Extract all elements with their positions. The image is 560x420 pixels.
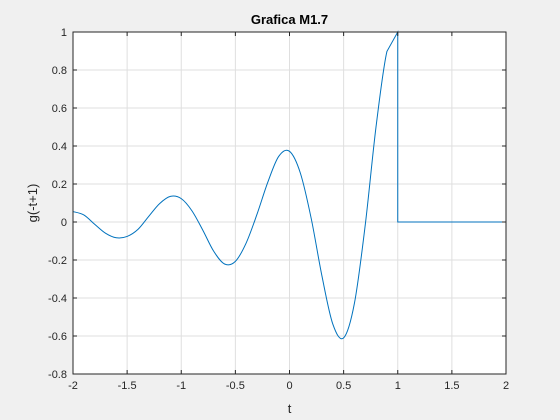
chart-title: Grafica M1.7 bbox=[251, 12, 328, 27]
x-tick-label: -1 bbox=[176, 380, 186, 392]
y-tick-label: 1 bbox=[61, 27, 67, 39]
x-tick-label: 0.5 bbox=[336, 380, 351, 392]
x-axis-label: t bbox=[288, 401, 292, 416]
y-axis-label: g(-t+1) bbox=[25, 184, 40, 223]
series-layer bbox=[72, 30, 506, 340]
ticks: -2 -1.5 -1 -0.5 0 0.5 1 1.5 2 -0.8 -0.6 -0.4 -0.2 0 0.… bbox=[48, 27, 509, 392]
y-tick-label: 0.4 bbox=[52, 141, 67, 153]
y-tick-label: 0 bbox=[61, 217, 67, 229]
y-tick-label: -0.8 bbox=[48, 369, 67, 381]
x-tick-label: 1 bbox=[395, 380, 401, 392]
x-tick-label: 0 bbox=[286, 380, 292, 392]
y-tick-label: -0.2 bbox=[48, 255, 67, 267]
series-line bbox=[72, 30, 506, 340]
y-tick-label: 0.8 bbox=[52, 65, 67, 77]
x-tick-label: 2 bbox=[503, 380, 509, 392]
y-tick-label: -0.4 bbox=[48, 293, 67, 305]
y-tick-label: 0.6 bbox=[52, 103, 67, 115]
y-tick-label: -0.6 bbox=[48, 331, 67, 343]
x-tick-label: -1.5 bbox=[118, 380, 137, 392]
y-tick-label: 0.2 bbox=[52, 179, 67, 191]
x-tick-label: 1.5 bbox=[444, 380, 459, 392]
x-tick-label: -2 bbox=[68, 380, 78, 392]
x-tick-label: -0.5 bbox=[226, 380, 245, 392]
